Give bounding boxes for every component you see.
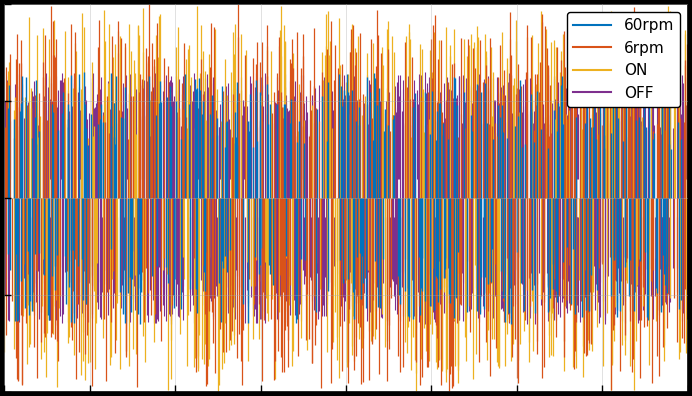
Legend: 60rpm, 6rpm, ON, OFF: 60rpm, 6rpm, ON, OFF <box>567 12 680 107</box>
